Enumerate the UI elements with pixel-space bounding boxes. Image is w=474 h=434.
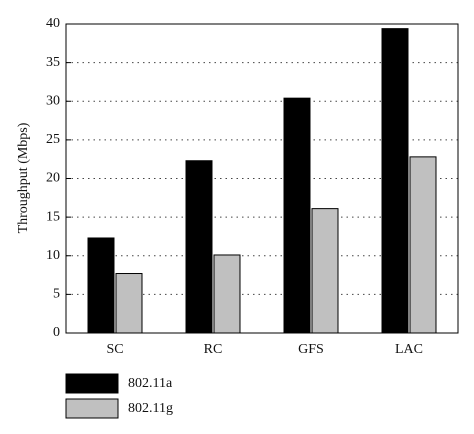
x-tick-label: RC [204, 342, 223, 357]
y-tick-label: 40 [46, 16, 60, 31]
bar [213, 254, 241, 334]
bar [115, 273, 143, 334]
bar [283, 97, 311, 334]
bar [87, 237, 115, 334]
x-tick-label: SC [106, 342, 123, 357]
legend-swatch [65, 373, 119, 394]
y-tick-label: 20 [46, 171, 60, 186]
y-tick-label: 25 [46, 132, 60, 147]
y-tick-label: 10 [46, 248, 60, 263]
bar [185, 160, 213, 334]
y-tick-label: 15 [46, 209, 60, 224]
x-tick-label: GFS [298, 342, 324, 357]
y-tick-label: 0 [53, 325, 60, 340]
legend-swatch [65, 398, 119, 419]
plot-frame [65, 23, 459, 334]
legend-label: 802.11a [128, 376, 173, 391]
y-tick-label: 35 [46, 55, 60, 70]
y-tick-label: 30 [46, 93, 60, 108]
y-axis-label: Throughput (Mbps) [16, 122, 31, 233]
y-tick-label: 5 [53, 287, 60, 302]
bar [311, 208, 339, 334]
bar [381, 28, 409, 334]
x-tick-label: LAC [395, 342, 423, 357]
bar [409, 156, 437, 334]
legend-label: 802.11g [128, 401, 173, 416]
